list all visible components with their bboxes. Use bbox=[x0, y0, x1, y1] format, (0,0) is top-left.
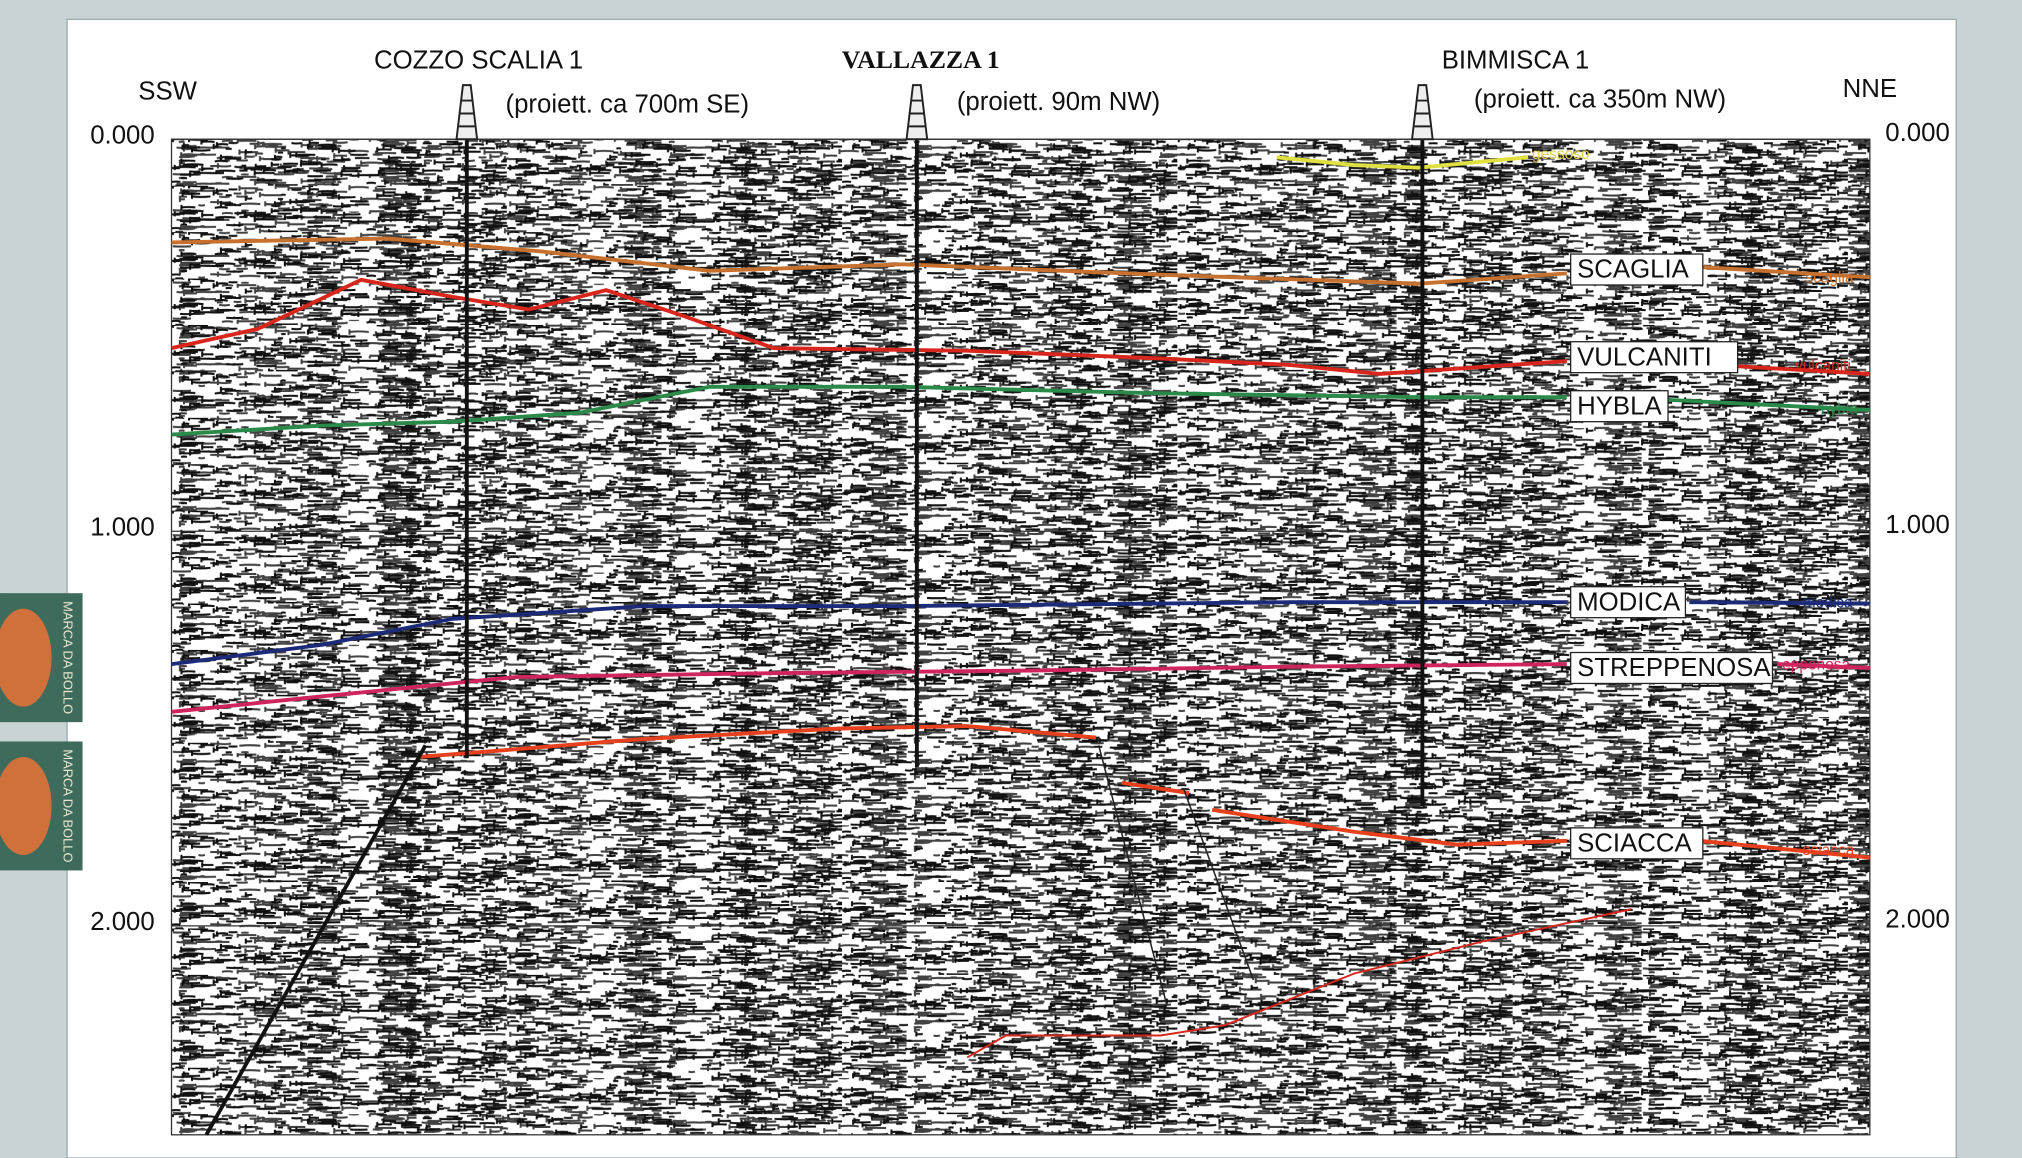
annotation-gessoso: gessoso bbox=[1532, 146, 1590, 163]
horizon-label-box bbox=[1570, 651, 1774, 685]
horizon-label-box bbox=[1570, 586, 1687, 619]
time-label-left: 0.000 bbox=[90, 122, 155, 150]
horizon-label: MODICA bbox=[1577, 588, 1681, 616]
well-note: (proiett. ca 700m SE) bbox=[506, 91, 750, 119]
horizon-line bbox=[1714, 363, 1870, 376]
horizon-line bbox=[171, 236, 1567, 286]
horizon-label-box bbox=[1570, 827, 1704, 860]
horizon-line bbox=[1689, 600, 1870, 606]
overlay: 0.000 0.000 1.000 1.000 2.000 2.000 scaglia vul… bbox=[90, 45, 1950, 1136]
horizon-line bbox=[1121, 780, 1190, 795]
horizon-line bbox=[418, 724, 1097, 759]
horizon-label: HYBLA bbox=[1577, 392, 1662, 420]
time-label-left: 1.000 bbox=[90, 514, 155, 542]
time-label-left: 2.000 bbox=[90, 908, 155, 936]
well-note: (proiett. 90m NW) bbox=[957, 88, 1160, 116]
time-label-right: 0.000 bbox=[1885, 119, 1950, 147]
horizon-tag: hybla bbox=[1821, 401, 1858, 418]
derrick-icon bbox=[1410, 84, 1434, 141]
horizon-line bbox=[1211, 807, 1567, 847]
well-name: COZZO SCALIA 1 bbox=[374, 47, 583, 75]
horizon-line bbox=[171, 600, 1567, 667]
horizon-tag: modica bbox=[1803, 595, 1853, 612]
horizon-line bbox=[171, 662, 1567, 714]
fault bbox=[1097, 745, 1168, 1007]
time-label-right: 2.000 bbox=[1885, 906, 1950, 934]
horizon-line bbox=[1776, 662, 1870, 670]
horizon-line bbox=[1276, 155, 1529, 170]
direction-right: NNE bbox=[1843, 75, 1897, 103]
stamps: MARCA DA BOLLO MARCA DA BOLLO bbox=[0, 593, 83, 871]
seismic-texture bbox=[171, 139, 1870, 1135]
derrick-icon bbox=[905, 84, 929, 141]
derrick-icon bbox=[455, 84, 479, 141]
horizon-label: VULCANITI bbox=[1577, 343, 1712, 371]
horizon-line bbox=[1665, 397, 1870, 413]
stamp-portrait bbox=[0, 756, 52, 855]
section-frame bbox=[170, 138, 1871, 1136]
horizon-line bbox=[1699, 265, 1870, 280]
fault bbox=[204, 744, 428, 1136]
horizon-label-box bbox=[1570, 390, 1669, 423]
deep-reflector bbox=[966, 908, 1632, 1059]
horizon-label: SCIACCA bbox=[1577, 829, 1692, 857]
horizon-line bbox=[1699, 838, 1871, 860]
horizon-line bbox=[171, 277, 1567, 376]
horizon-label: SCAGLIA bbox=[1577, 256, 1690, 284]
horizon-label: STREPPENOSA bbox=[1577, 654, 1771, 682]
horizon-line bbox=[171, 384, 1567, 437]
well-note: (proiett. ca 350m NW) bbox=[1474, 85, 1726, 113]
stamp-text: MARCA DA BOLLO bbox=[61, 601, 76, 714]
horizon-tag: sciacca bbox=[1803, 842, 1855, 859]
well-name: BIMMISCA 1 bbox=[1442, 47, 1590, 75]
horizon-tag: vulcaniti bbox=[1795, 357, 1851, 374]
time-label-right: 1.000 bbox=[1885, 511, 1950, 539]
stamp-portrait bbox=[0, 608, 52, 707]
stamp-text: MARCA DA BOLLO bbox=[61, 749, 76, 862]
horizon-tag: scaglia bbox=[1805, 270, 1854, 287]
well-name: VALLAZZA 1 bbox=[842, 45, 1000, 74]
fault bbox=[1183, 788, 1255, 981]
horizon-label-box bbox=[1570, 341, 1739, 374]
horizon-label-box bbox=[1570, 253, 1704, 286]
direction-left: SSW bbox=[138, 78, 197, 106]
horizon-tag: eppenosa bbox=[1782, 656, 1850, 673]
